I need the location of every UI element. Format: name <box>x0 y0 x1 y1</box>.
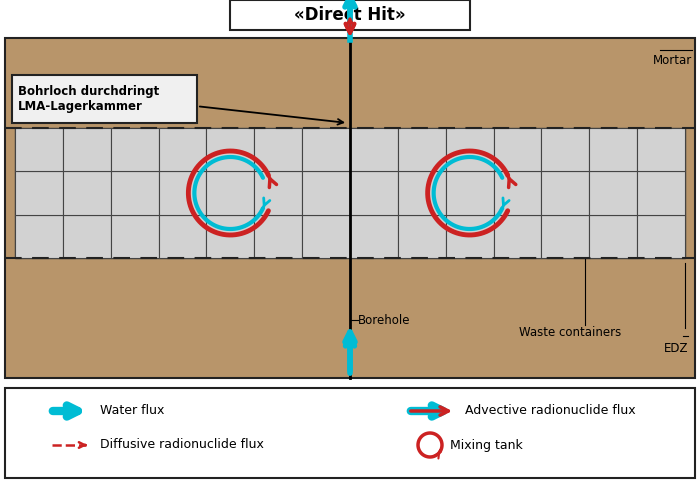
Bar <box>12 75 197 123</box>
Bar <box>541 214 589 258</box>
Bar <box>15 128 685 258</box>
Bar <box>254 128 302 171</box>
Bar <box>302 214 350 258</box>
Bar <box>494 128 541 171</box>
Bar <box>159 214 206 258</box>
Bar <box>541 171 589 214</box>
Text: Mortar: Mortar <box>652 54 692 67</box>
Bar <box>159 171 206 214</box>
Bar <box>494 214 541 258</box>
Bar <box>589 214 637 258</box>
Text: Bohrloch durchdringt
LMA-Lagerkammer: Bohrloch durchdringt LMA-Lagerkammer <box>18 85 160 113</box>
Bar <box>446 214 494 258</box>
Bar <box>15 171 63 214</box>
Bar <box>494 171 541 214</box>
Bar <box>111 171 159 214</box>
Text: Advective radionuclide flux: Advective radionuclide flux <box>465 404 636 417</box>
Bar <box>350 171 398 214</box>
Bar <box>111 214 159 258</box>
Bar <box>350 128 398 171</box>
Bar <box>398 128 446 171</box>
Text: Diffusive radionuclide flux: Diffusive radionuclide flux <box>100 439 264 452</box>
Bar <box>15 214 63 258</box>
Bar <box>206 171 254 214</box>
Bar <box>254 171 302 214</box>
Bar <box>159 128 206 171</box>
Bar <box>254 214 302 258</box>
Bar <box>589 171 637 214</box>
Text: Borehole: Borehole <box>358 313 410 327</box>
Bar <box>446 171 494 214</box>
Bar <box>302 128 350 171</box>
Bar <box>63 128 111 171</box>
Text: EDZ: EDZ <box>664 341 688 355</box>
Bar <box>5 388 695 478</box>
Text: «Direct Hit»: «Direct Hit» <box>294 6 406 24</box>
Bar <box>541 128 589 171</box>
Bar <box>5 38 695 378</box>
Bar <box>63 171 111 214</box>
Bar <box>63 214 111 258</box>
Bar <box>350 214 398 258</box>
Text: Water flux: Water flux <box>100 404 164 417</box>
Text: Mixing tank: Mixing tank <box>450 439 523 452</box>
Bar <box>15 128 63 171</box>
Bar <box>446 128 494 171</box>
Bar <box>637 214 685 258</box>
Text: Waste containers: Waste containers <box>519 327 621 340</box>
Bar <box>206 128 254 171</box>
Bar <box>398 171 446 214</box>
Bar <box>398 214 446 258</box>
Bar <box>230 0 470 30</box>
Bar <box>637 128 685 171</box>
Bar <box>111 128 159 171</box>
Bar <box>589 128 637 171</box>
Bar <box>302 171 350 214</box>
Bar <box>206 214 254 258</box>
Bar <box>637 171 685 214</box>
